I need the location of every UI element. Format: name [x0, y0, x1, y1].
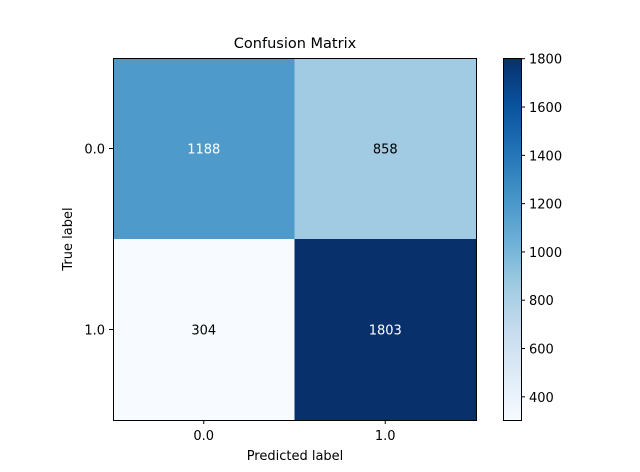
heatmap-cell-labels: 1188 858 304 1803	[187, 143, 402, 339]
x-axis-label: Predicted label	[247, 449, 344, 464]
colorbar-tick-label: 400	[529, 391, 554, 406]
heatmap-cell	[113, 239, 295, 421]
heatmap-cell	[294, 58, 477, 240]
heatmap-cell	[113, 58, 295, 240]
colorbar-tick-label: 1800	[529, 53, 562, 68]
cell-value-label: 1188	[187, 143, 220, 158]
y-tick-label: 1.0	[84, 324, 105, 339]
plot-frame	[113, 58, 477, 421]
colorbar-ticks: 400 600 800 1000 1200 1400 1600 1800	[521, 53, 562, 406]
heatmap-cell	[294, 239, 477, 421]
x-tick-label: 0.0	[193, 429, 214, 444]
colorbar-tick-label: 800	[529, 294, 554, 309]
x-tick-label: 1.0	[375, 429, 396, 444]
colorbar-tick-label: 1200	[529, 198, 562, 213]
cell-value-label: 304	[191, 324, 216, 339]
y-tick-label: 0.0	[84, 143, 105, 158]
heatmap-cells	[113, 58, 477, 421]
colorbar	[503, 58, 521, 420]
colorbar-tick-label: 1000	[529, 246, 562, 261]
x-axis-ticks: 0.0 1.0	[193, 420, 396, 444]
colorbar-tick-label: 1600	[529, 101, 562, 116]
colorbar-tick-label: 600	[529, 343, 554, 358]
y-axis-label: True label	[61, 207, 76, 271]
y-axis-ticks: 0.0 1.0	[84, 143, 113, 339]
chart-title: Confusion Matrix	[234, 36, 357, 52]
colorbar-frame	[503, 58, 522, 421]
cell-value-label: 1803	[369, 324, 402, 339]
cell-value-label: 858	[373, 143, 398, 158]
colorbar-tick-label: 1400	[529, 149, 562, 164]
